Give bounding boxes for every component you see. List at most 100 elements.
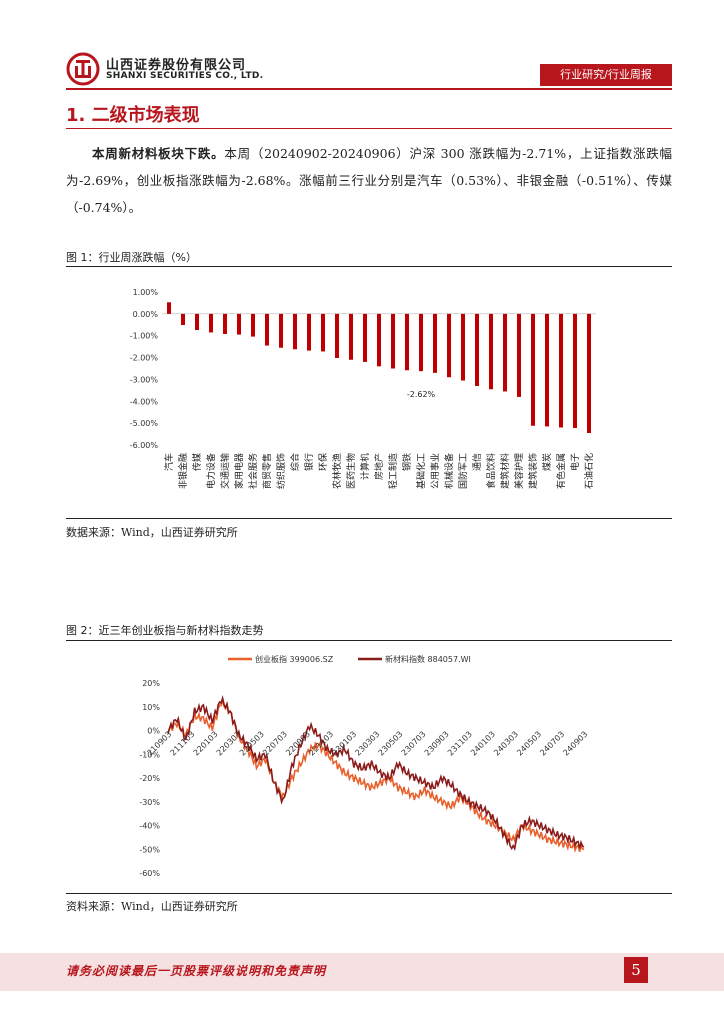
- shanxi-securities-logo: [66, 52, 100, 86]
- x-tick-label: 农林牧渔: [331, 453, 343, 489]
- bar: [461, 313, 465, 381]
- x-tick-label: 银行: [303, 453, 315, 471]
- index-trend-chart: 20% 10% 0% -10% -20% -30% -40% -50% -60% 创业板指 399…: [139, 654, 589, 878]
- industry-weekly-change-chart: 1.00% 0.00% -1.00% -2.00% -3.00% -4.00% -5.00%…: [130, 288, 596, 489]
- x-tick-label: 240903: [561, 730, 589, 758]
- x-tick-label: 计算机: [359, 453, 371, 480]
- disclaimer-link[interactable]: 请务必阅读最后一页股票评级说明和免责声明: [66, 964, 327, 978]
- x-tick-label: 230703: [400, 730, 428, 758]
- report-type-badge: 行业研究/行业周报: [540, 64, 672, 86]
- paragraph-lead: 本周新材料板块下跌。: [92, 146, 225, 161]
- figure1-top-rule: [66, 266, 672, 267]
- bar: [251, 313, 255, 337]
- bar: [195, 313, 199, 331]
- figure2-source: 资料来源：Wind，山西证券研究所: [66, 900, 238, 913]
- x-tick-label: 食品饮料: [485, 453, 497, 489]
- bar: [433, 313, 437, 373]
- x-tick-label: 房地产: [373, 453, 385, 480]
- x-tick-label: 240503: [515, 730, 543, 758]
- y-tick-label: -50%: [139, 845, 160, 854]
- y-tick-label: -2.00%: [130, 354, 159, 363]
- bar: [377, 313, 381, 367]
- y-tick-label: -3.00%: [130, 375, 159, 384]
- bar: [391, 313, 395, 369]
- x-tick-label: 国防军工: [457, 453, 469, 489]
- x-tick-label: 非银金融: [177, 453, 189, 489]
- x-tick-label: 综合: [289, 453, 301, 471]
- company-name-en: SHANXI SECURITIES CO., LTD.: [106, 71, 264, 81]
- bar: [573, 313, 577, 428]
- legend-label: 创业板指 399006.SZ: [255, 654, 334, 664]
- bar: [181, 313, 185, 326]
- bar: [419, 313, 423, 372]
- x-tick-label: 机械设备: [443, 453, 455, 489]
- y-tick-label: 1.00%: [133, 288, 159, 297]
- x-tick-label: 240703: [538, 730, 566, 758]
- bar: [517, 313, 521, 397]
- bar: [545, 313, 549, 427]
- x-tick-label: 轻工制造: [387, 453, 399, 489]
- x-tick-label: 通信: [471, 453, 483, 471]
- x-tick-label: 230103: [330, 730, 358, 758]
- x-tick-label: 电子: [569, 453, 581, 471]
- x-tick-label: 环保: [317, 453, 329, 471]
- figure2-title: 图 2：近三年创业板指与新材料指数走势: [66, 624, 264, 637]
- x-tick-label: 231103: [446, 730, 474, 758]
- x-tick-label: 交通运输: [219, 453, 231, 489]
- bar: [447, 313, 451, 378]
- bar: [405, 313, 409, 371]
- figure1-source: 数据来源：Wind，山西证券研究所: [66, 526, 238, 539]
- x-tick-label: 社会服务: [247, 453, 259, 489]
- summary-paragraph: 本周新材料板块下跌。本周（20240902-20240906）沪深 300 涨跌…: [66, 140, 672, 221]
- paragraph-body: 本周（20240902-20240906）沪深 300 涨跌幅为-2.71%，上…: [66, 146, 672, 215]
- bar: [531, 313, 535, 426]
- y-tick-label: 0%: [147, 727, 160, 736]
- bar: [279, 313, 283, 348]
- bar: [335, 313, 339, 359]
- y-tick-label: -5.00%: [130, 419, 159, 428]
- x-tick-label: 建筑装饰: [527, 453, 539, 489]
- y-tick-label: -10%: [139, 750, 160, 759]
- x-tick-label: 220303: [215, 730, 243, 758]
- bar: [223, 313, 227, 334]
- bar: [587, 313, 591, 433]
- y-tick-label: 0.00%: [133, 310, 159, 319]
- x-tick-label: 230303: [353, 730, 381, 758]
- bar: [307, 313, 311, 351]
- figure1-title: 图 1：行业周涨跌幅（%）: [66, 251, 197, 264]
- x-tick-label: 美容护理: [513, 453, 525, 489]
- bar: [265, 313, 269, 346]
- figure2-top-rule: [66, 640, 672, 641]
- y-tick-label: 10%: [142, 703, 160, 712]
- footer-bar: [0, 953, 724, 991]
- bar: [237, 313, 241, 335]
- bar: [503, 313, 507, 392]
- y-tick-label: -1.00%: [130, 332, 159, 341]
- x-tick-label: 传媒: [191, 453, 203, 471]
- x-tick-label: 220103: [192, 730, 220, 758]
- section-underline: [66, 128, 672, 129]
- bar: [475, 313, 479, 386]
- page-number: 5: [624, 957, 648, 983]
- x-tick-label: 公用事业: [429, 453, 441, 489]
- figure1-bottom-rule: [66, 518, 672, 519]
- x-tick-label: 商贸零售: [261, 453, 273, 489]
- x-tick-label: 有色金属: [555, 453, 567, 489]
- series-line: [167, 694, 585, 851]
- bar: [209, 313, 213, 333]
- bar: [363, 313, 367, 362]
- x-tick-label: 家用电器: [233, 453, 245, 489]
- y-tick-label: -20%: [139, 774, 160, 783]
- x-tick-label: 电力设备: [205, 453, 217, 489]
- x-tick-label: 240103: [469, 730, 497, 758]
- y-tick-label: -6.00%: [130, 441, 159, 450]
- bar: [489, 313, 493, 390]
- bar: [167, 302, 171, 314]
- y-tick-label: -4.00%: [130, 397, 159, 406]
- bar: [321, 313, 325, 352]
- bar: [559, 313, 563, 428]
- bar: [349, 313, 353, 360]
- x-tick-label: 医药生物: [345, 453, 357, 489]
- x-tick-label: 煤炭: [541, 453, 553, 471]
- x-tick-label: 211103: [169, 730, 197, 758]
